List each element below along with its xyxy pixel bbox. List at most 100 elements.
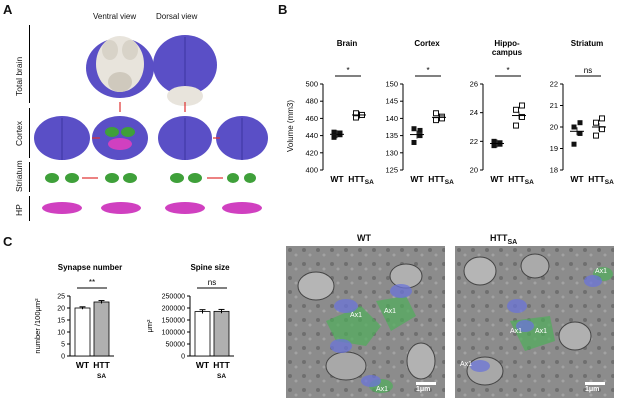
y-tick-label-4: 19 xyxy=(550,144,558,153)
cortex-ventral-2 xyxy=(92,116,148,160)
scale-bar-wt xyxy=(416,382,436,385)
point-wt xyxy=(337,130,343,136)
point-wt xyxy=(411,126,417,132)
point-wt xyxy=(417,127,423,133)
point-htt xyxy=(439,115,445,122)
x-label-htt-sub: SA xyxy=(525,179,534,186)
panel-b-letter: B xyxy=(278,2,288,17)
hippocampus-renders xyxy=(42,202,262,214)
ventral-total-brain xyxy=(86,36,154,98)
point-htt xyxy=(593,132,599,139)
em-title-htt-main: HTT xyxy=(490,233,508,243)
y-tick-label-3: 24 xyxy=(470,108,478,117)
point-htt xyxy=(599,115,605,122)
x-label-htt-sub: SA xyxy=(445,179,454,186)
point-wt xyxy=(411,139,417,145)
point-htt xyxy=(433,110,439,117)
cortex-dorsal-2 xyxy=(216,116,268,160)
em-wt-texture xyxy=(286,246,445,398)
chart-1: Brain 400 420 440 460 480 500 * WT HTTSA xyxy=(305,39,374,186)
bar-y-tick-label: 100000 xyxy=(162,330,185,337)
x-label-htt-main: HTT xyxy=(508,174,525,184)
em-title-htt-sub: SA xyxy=(507,238,518,246)
bar-x-label: WT xyxy=(76,360,90,370)
scale-bar-label-htt: 1μm xyxy=(585,386,600,393)
row-bar-striatum xyxy=(29,162,30,192)
x-label-htt-main: HTT xyxy=(588,174,605,184)
bar-sig-label-2: ns xyxy=(208,278,216,287)
bar-y-tick-label: 5 xyxy=(61,342,65,349)
y-tick-label-1: 440 xyxy=(305,131,318,140)
x-label-htt: HTTSA xyxy=(428,174,454,186)
bar-sig-label-1: ** xyxy=(89,278,95,287)
y-tick-label-4: 21 xyxy=(550,101,558,110)
sig-label-3: * xyxy=(506,66,509,75)
y-tick-label-2: 145 xyxy=(385,97,398,106)
bar-y-tick-label: 20 xyxy=(57,306,65,313)
sig-label-4: ns xyxy=(584,66,592,75)
point-htt xyxy=(513,106,519,113)
point-htt xyxy=(519,113,525,120)
x-label-htt-main: HTT xyxy=(348,174,365,184)
y-tick-label-3: 22 xyxy=(470,137,478,146)
row-label-cortex: Cortex xyxy=(14,120,24,146)
y-tick-label-1: 420 xyxy=(305,148,318,157)
bar-x-label: HTT xyxy=(93,360,110,370)
x-label-htt: HTTSA xyxy=(508,174,534,186)
point-wt xyxy=(497,141,503,147)
y-tick-label-1: 400 xyxy=(305,166,318,175)
dorsal-view-label: Dorsal view xyxy=(156,12,198,21)
point-htt xyxy=(513,122,519,129)
y-tick-label-3: 20 xyxy=(470,166,478,175)
point-wt xyxy=(331,129,337,135)
ventral-view-label: Ventral view xyxy=(93,12,137,21)
bar-chart-2: Spine size 0 50000 100000 150000 200000 250000… xyxy=(145,263,234,380)
point-wt xyxy=(491,143,497,149)
axon-label-htt-3: Ax1 xyxy=(535,328,548,335)
bar-y-tick-label: 250000 xyxy=(162,294,185,301)
axon-label-htt-2: Ax1 xyxy=(510,328,523,335)
bar-y-tick-label: 25 xyxy=(57,294,65,301)
bar-y-tick-label: 0 xyxy=(181,354,185,361)
x-label-htt-main: HTT xyxy=(428,174,445,184)
point-wt xyxy=(491,138,497,144)
chart-title-4: Striatum xyxy=(571,39,603,48)
point-wt xyxy=(571,124,577,130)
y-tick-label-2: 150 xyxy=(385,80,398,89)
x-label-wt: WT xyxy=(330,174,344,184)
panel-a-letter: A xyxy=(3,2,13,17)
x-label-wt: WT xyxy=(570,174,584,184)
bar-x-sublabel: SA xyxy=(217,373,226,380)
row-bar-cortex xyxy=(29,108,30,158)
striatum-renders xyxy=(45,173,256,183)
point-wt xyxy=(571,141,577,147)
y-tick-label-2: 140 xyxy=(385,114,398,123)
y-tick-label-2: 130 xyxy=(385,148,398,157)
row-label-hp: HP xyxy=(14,204,24,216)
bar-y-label-1: number /100μm² xyxy=(33,298,42,354)
sig-label-1: * xyxy=(346,66,349,75)
cortex-dorsal-1 xyxy=(158,116,212,160)
em-htt-texture xyxy=(455,246,614,398)
dorsal-total-brain xyxy=(153,35,217,106)
chart-4: Striatum 18 19 20 21 22 ns WT HTTSA xyxy=(550,39,614,186)
em-title-wt: WT xyxy=(357,233,371,243)
bar-htt xyxy=(93,301,110,357)
row-label-total-brain: Total brain xyxy=(14,56,24,96)
y-tick-label-2: 125 xyxy=(385,166,398,175)
bar-chart-title-1: Synapse number xyxy=(58,263,122,272)
point-htt xyxy=(353,110,359,117)
y-tick-label-4: 22 xyxy=(550,80,558,89)
cortex-ventral-1 xyxy=(34,116,90,160)
axon-label-wt-1: Ax1 xyxy=(350,312,363,319)
panel-b-ylabel: Volume (mm3) xyxy=(286,99,295,152)
axon-label-wt-2: Ax1 xyxy=(384,308,397,315)
point-wt xyxy=(577,120,583,126)
point-wt xyxy=(417,133,423,139)
scale-bar-htt xyxy=(585,382,605,385)
y-tick-label-4: 18 xyxy=(550,166,558,175)
point-wt xyxy=(331,134,337,140)
row-label-striatum: Striatum xyxy=(14,160,24,192)
bar-y-tick-label: 15 xyxy=(57,318,65,325)
bar-chart-1: Synapse number 0 5 10 15 20 25 number /100μm² **… xyxy=(33,263,122,380)
